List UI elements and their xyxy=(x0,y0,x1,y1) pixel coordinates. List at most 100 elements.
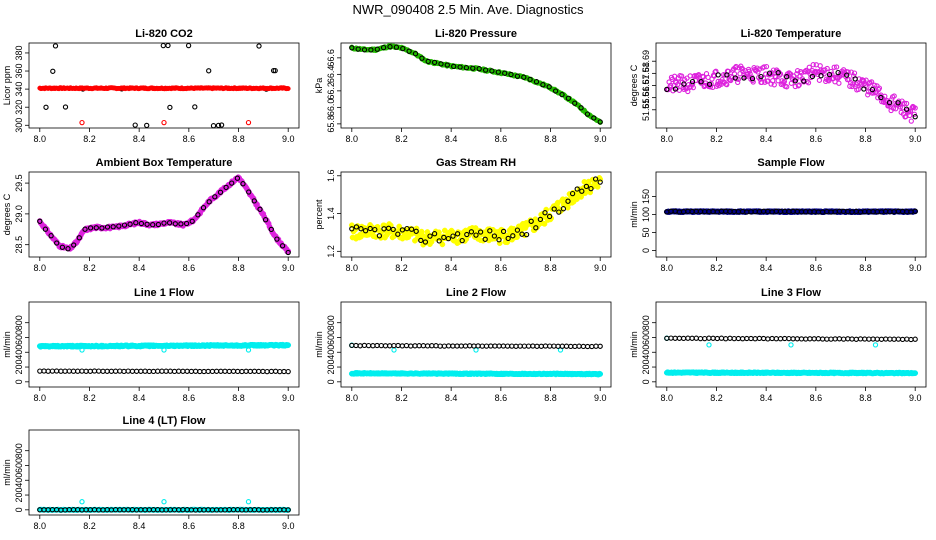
data-point xyxy=(349,45,355,51)
data-point xyxy=(912,370,919,376)
data-point xyxy=(551,206,557,212)
y-tick-label: 800 xyxy=(14,315,24,330)
data-point xyxy=(488,343,494,349)
data-point xyxy=(723,336,729,342)
y-tick-label: 800 xyxy=(326,315,336,330)
data-point xyxy=(525,343,532,349)
y-axis-label: percent xyxy=(314,199,324,230)
x-tick-label: 8.2 xyxy=(710,134,723,144)
data-point xyxy=(746,68,752,74)
x-tick-label: 8.6 xyxy=(495,393,508,403)
x-tick-label: 8.8 xyxy=(544,263,557,273)
data-point xyxy=(79,368,85,374)
data-point xyxy=(826,71,833,78)
data-point xyxy=(819,336,826,342)
data-point xyxy=(678,73,685,79)
data-point xyxy=(41,368,47,374)
data-point xyxy=(246,189,252,195)
y-tick-label: 0 xyxy=(14,507,24,512)
data-point xyxy=(718,335,725,341)
x-tick-label: 8.2 xyxy=(710,263,723,273)
data-point xyxy=(891,93,897,99)
x-tick-label: 9.0 xyxy=(594,263,607,273)
y-tick-label: 800 xyxy=(641,315,651,330)
data-point xyxy=(832,336,838,342)
data-point xyxy=(472,225,479,231)
data-point xyxy=(816,77,823,83)
data-point xyxy=(197,368,203,375)
data-point xyxy=(782,335,788,342)
data-point xyxy=(210,123,217,129)
data-point xyxy=(87,368,93,374)
data-point xyxy=(698,79,704,85)
y-tick-label: 0 xyxy=(641,248,651,253)
data-point xyxy=(256,368,262,375)
data-point xyxy=(798,336,805,342)
data-point xyxy=(48,233,54,239)
data-point xyxy=(491,233,498,239)
data-point xyxy=(597,371,604,377)
data-point xyxy=(454,343,460,349)
data-point xyxy=(760,335,767,342)
data-point xyxy=(257,206,263,212)
panel-title: Line 4 (LT) Flow xyxy=(123,415,206,427)
data-point xyxy=(150,368,157,375)
data-point xyxy=(908,118,914,124)
data-point xyxy=(731,335,737,342)
data-point xyxy=(274,236,280,242)
data-point xyxy=(883,336,889,342)
data-point xyxy=(391,347,397,353)
data-point xyxy=(82,226,88,232)
data-point xyxy=(482,236,488,242)
data-point xyxy=(784,84,790,90)
data-point xyxy=(565,198,571,204)
series-0 xyxy=(663,369,919,377)
data-point xyxy=(749,75,756,82)
data-point xyxy=(872,342,879,348)
data-point xyxy=(477,229,484,235)
data-point xyxy=(851,70,858,76)
data-point xyxy=(572,100,578,106)
data-point xyxy=(852,76,858,82)
data-point xyxy=(100,368,106,374)
data-point xyxy=(521,74,527,80)
data-point xyxy=(868,79,875,85)
data-point xyxy=(272,368,279,374)
data-point xyxy=(400,45,406,52)
data-point xyxy=(189,218,195,224)
data-point xyxy=(479,343,485,349)
y-tick-label: 400 xyxy=(14,345,24,360)
data-point xyxy=(527,76,533,83)
data-point xyxy=(769,335,775,342)
data-point xyxy=(281,368,287,375)
data-point xyxy=(597,119,603,125)
data-point xyxy=(594,184,601,190)
data-point xyxy=(592,176,599,182)
panel-title: Sample Flow xyxy=(757,157,825,169)
data-point xyxy=(83,368,89,374)
data-point xyxy=(552,88,559,94)
data-point xyxy=(272,67,278,74)
data-point xyxy=(891,336,897,342)
data-point xyxy=(239,368,245,375)
data-point xyxy=(835,69,841,76)
data-point xyxy=(496,237,502,243)
data-point xyxy=(492,343,498,349)
data-point xyxy=(504,343,511,349)
y-tick-label: 600 xyxy=(14,330,24,345)
data-point xyxy=(185,42,192,49)
data-point xyxy=(568,343,574,350)
data-point xyxy=(740,68,746,75)
y-axis-label: kPa xyxy=(314,78,324,94)
y-tick-label: 200 xyxy=(641,360,651,375)
data-point xyxy=(223,184,229,191)
data-point xyxy=(707,84,714,90)
data-point xyxy=(584,111,591,117)
y-tick-label: 100 xyxy=(641,207,651,222)
y-axis-label: ml/min xyxy=(2,459,12,486)
plot-frame xyxy=(28,429,300,516)
data-point xyxy=(805,80,812,86)
data-point xyxy=(37,368,43,374)
data-point xyxy=(807,336,813,342)
data-point xyxy=(828,336,834,342)
